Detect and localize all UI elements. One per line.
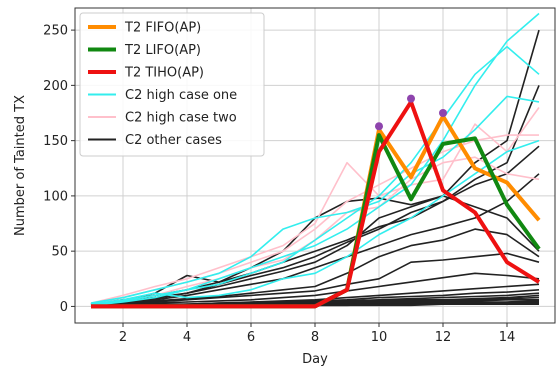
legend-entry: T2 TIHO(AP) [88,66,204,81]
legend-entry: T2 LIFO(AP) [88,43,201,58]
y-axis-ticks: 0 50 100 150 200 250 [43,24,75,315]
background-series-line [90,272,540,307]
main-series-lines [91,99,541,309]
legend-label: T2 TIHO(AP) [124,66,204,81]
y-tick-label: 50 [51,245,68,260]
legend-label: C2 high case two [125,111,237,126]
x-tick-label: 10 [371,330,388,345]
x-axis-ticks: 2 4 6 8 10 12 14 [119,323,515,345]
background-series-line [90,145,540,307]
marker-point [439,109,447,117]
background-series-line [90,139,540,305]
x-tick-label: 8 [311,330,319,345]
background-series-line [90,228,540,307]
y-axis-label: Number of Tainted TX [13,95,28,236]
legend-box [79,12,265,157]
legend-entry: C2 high case one [88,88,237,103]
marker-point [375,122,383,131]
y-tick-label: 0 [60,300,68,315]
legend-label: T2 FIFO(AP) [124,21,201,36]
x-tick-label: 2 [119,330,127,345]
legend-entry: T2 FIFO(AP) [88,21,201,36]
y-tick-label: 150 [43,134,68,149]
y-tick-label: 100 [43,189,68,204]
legend: T2 FIFO(AP) T2 LIFO(AP) T2 TIHO(AP) C2 high… [79,12,265,157]
legend-label: C2 other cases [125,133,222,148]
marker-points [375,94,447,131]
background-series-line [90,252,540,307]
x-tick-label: 4 [183,330,191,345]
legend-entry: C2 high case two [88,111,237,126]
x-tick-label: 12 [435,330,452,345]
background-series-line [90,12,540,305]
y-tick-label: 250 [43,24,68,39]
x-tick-label: 6 [247,330,255,345]
legend-label: T2 LIFO(AP) [124,43,201,58]
x-tick-label: 14 [499,330,516,345]
legend-entry: C2 other cases [88,133,222,148]
background-series-line [90,173,540,307]
series-line [91,99,541,309]
marker-point [407,94,415,103]
background-series-line [90,107,540,304]
legend-label: C2 high case one [125,88,237,103]
y-tick-label: 200 [43,79,68,94]
x-axis-label: Day [302,352,328,367]
